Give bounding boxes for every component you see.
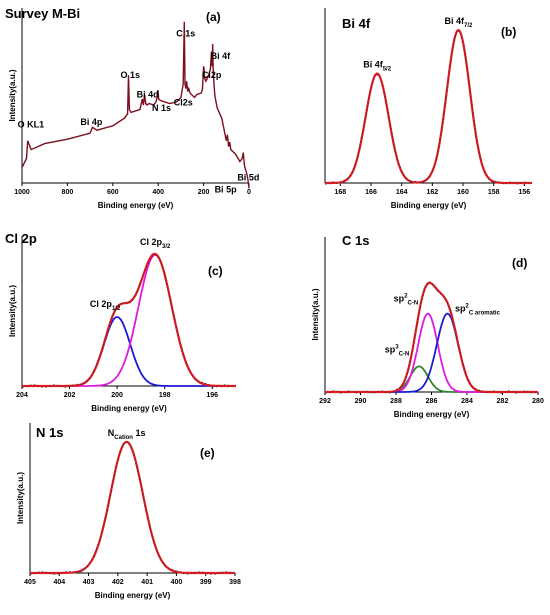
panel-label: (b) (501, 25, 516, 39)
x-axis-label: Binding energy (eV) (98, 201, 174, 210)
x-tick-label: 284 (461, 398, 473, 405)
component-line (325, 312, 538, 393)
x-tick-label: 402 (112, 579, 124, 586)
peak-annotation: O KL1 (18, 120, 45, 130)
survey-spectrum-line (21, 21, 250, 189)
x-tick-label: 1000 (14, 189, 30, 196)
fit-envelope-line (325, 281, 538, 394)
x-tick-label: 166 (365, 189, 377, 196)
x-tick-label: 400 (171, 579, 183, 586)
x-tick-label: 398 (229, 579, 241, 586)
x-axis-label: Binding energy (eV) (91, 404, 167, 413)
y-axis-label: Intensity(a.u.) (311, 288, 320, 340)
raw-data-line (324, 29, 531, 185)
x-tick-label: 286 (426, 398, 438, 405)
raw-data-line (21, 254, 235, 388)
component-line (22, 254, 236, 387)
peak-label: sp3C-N (385, 344, 410, 357)
x-tick-label: 200 (111, 392, 123, 399)
x-tick-label: 204 (16, 392, 28, 399)
x-tick-label: 405 (24, 579, 36, 586)
x-tick-label: 401 (141, 579, 153, 586)
peak-annotation: N 1s (152, 103, 171, 113)
x-tick-label: 282 (497, 398, 509, 405)
y-axis-label: Intensity(a.u.) (8, 69, 17, 121)
x-tick-label: 0 (247, 189, 251, 196)
x-axis-label: Binding energy (eV) (95, 591, 171, 600)
panel-title: C 1s (342, 233, 369, 248)
peak-annotation: Cl2p (202, 70, 222, 80)
x-tick-label: 202 (64, 392, 76, 399)
x-tick-label: 290 (355, 398, 367, 405)
x-tick-label: 399 (200, 579, 212, 586)
peak-annotation: Bi 4f (211, 51, 232, 61)
peak-annotation: Bi 4d (137, 89, 159, 99)
panel-title: N 1s (36, 425, 63, 440)
x-tick-label: 196 (206, 392, 218, 399)
x-tick-label: 158 (488, 189, 500, 196)
raw-data-line (29, 441, 234, 575)
panel-c: 204 202 200 198 196 Binding energy (eV) Intens… (5, 231, 236, 413)
x-tick-label: 160 (457, 189, 469, 196)
x-tick-label: 403 (83, 579, 95, 586)
peak-label: Cl 2p1/2 (90, 299, 121, 312)
panel-e: 405 404 403 402 401 400 399 398 Binding energy (… (16, 423, 241, 600)
panel-label: (a) (206, 10, 221, 24)
x-tick-label: 288 (390, 398, 402, 405)
x-tick-label: 404 (53, 579, 65, 586)
fit-envelope-line (22, 252, 236, 388)
component-line (325, 365, 538, 393)
panel-a: 1000 800 600 400 200 0 Binding energy (eV) Inte… (5, 6, 259, 210)
fit-envelope-line (325, 28, 532, 185)
peak-annotation: C 1s (176, 28, 195, 38)
raw-data-line (324, 281, 537, 394)
peak-label: sp2C aromatic (455, 304, 501, 317)
peak-label: Bi 4f5/2 (363, 60, 392, 73)
panel-label: (c) (208, 264, 223, 278)
peak-annotation: Bi 5d (237, 172, 259, 182)
x-tick-label: 280 (532, 398, 544, 405)
x-axis-label: Binding energy (eV) (391, 201, 467, 210)
y-axis-label: Intensity(a.u.) (16, 472, 25, 524)
panel-d: 292 290 288 286 284 282 280 Binding energy (eV)… (311, 233, 544, 419)
peak-annotation: Bi 4p (80, 117, 103, 127)
x-tick-label: 200 (198, 189, 210, 196)
x-axis-label: Binding energy (eV) (394, 410, 470, 419)
x-tick-label: 600 (107, 189, 119, 196)
peak-label: Bi 4f7/2 (444, 16, 473, 29)
panel-title: Bi 4f (342, 16, 371, 31)
x-tick-label: 198 (159, 392, 171, 399)
peak-label: NCation 1s (108, 428, 146, 441)
y-axis-label: Intensity(a.u.) (8, 285, 17, 337)
component-line (22, 316, 236, 387)
peak-annotation: O 1s (120, 70, 140, 80)
panel-label: (e) (200, 446, 215, 460)
component-line (325, 312, 538, 393)
x-tick-label: 162 (426, 189, 438, 196)
x-tick-label: 168 (334, 189, 346, 196)
panel-title: Cl 2p (5, 231, 37, 246)
panel-label: (d) (512, 256, 527, 270)
x-tick-label: 292 (319, 398, 331, 405)
x-tick-label: 156 (518, 189, 530, 196)
x-tick-label: 164 (396, 189, 408, 196)
panel-title: Survey M-Bi (5, 6, 80, 21)
panel-b: 168 166 164 162 160 158 156 Binding energy (eV)… (324, 8, 532, 210)
x-tick-label: 800 (62, 189, 74, 196)
peak-label: Cl 2p3/2 (140, 237, 171, 250)
fit-envelope-line (30, 440, 235, 575)
peak-annotation: Cl2s (174, 97, 193, 107)
peak-label: sp2C-N (394, 294, 419, 307)
x-tick-label: 400 (152, 189, 164, 196)
peak-annotation: Bi 5p (215, 184, 238, 194)
